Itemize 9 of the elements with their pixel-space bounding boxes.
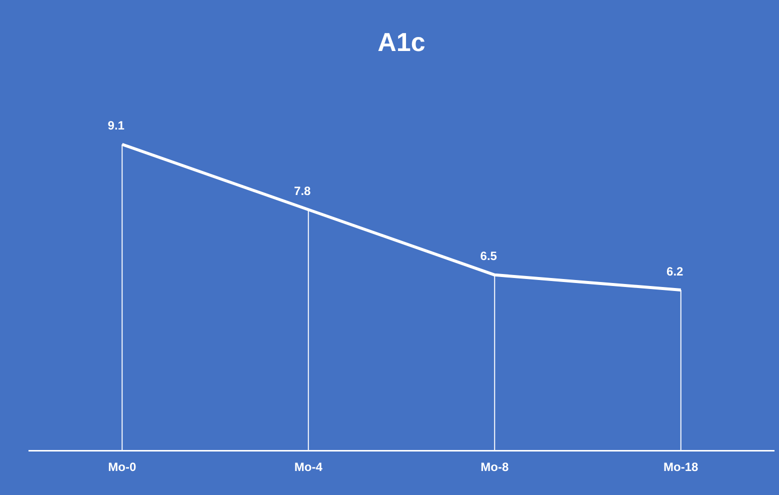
x-tick-label: Mo-8 [480, 460, 509, 474]
x-tick-label: Mo-4 [294, 460, 323, 474]
x-tick-label: Mo-18 [664, 460, 699, 474]
data-label: 6.5 [480, 249, 498, 264]
x-tick-label: Mo-0 [108, 460, 136, 474]
data-label: 6.2 [666, 264, 684, 278]
chart-title: A1c [378, 26, 426, 57]
data-label: 9.1 [108, 118, 125, 133]
data-label: 7.8 [294, 184, 312, 198]
